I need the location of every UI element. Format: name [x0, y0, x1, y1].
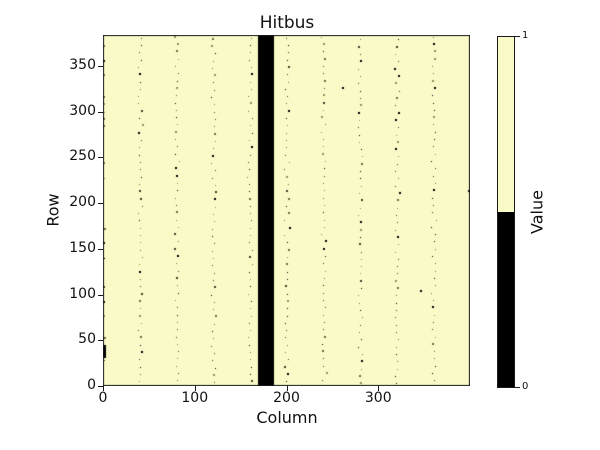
x-tick-mark	[378, 386, 380, 391]
x-tick-label: 100	[181, 390, 209, 406]
y-tick-mark	[98, 386, 103, 387]
colorbar-tick-mark-top	[515, 36, 520, 37]
colorbar-axis-label: Value	[527, 190, 547, 234]
y-tick-label: 250	[69, 148, 96, 165]
x-tick-mark	[103, 386, 104, 391]
y-tick-mark	[98, 66, 103, 68]
y-tick-mark	[98, 248, 103, 250]
chart-title: Hitbus	[259, 13, 315, 33]
colorbar-tick-label-top: 1	[522, 30, 529, 41]
y-tick-label: 350	[69, 57, 96, 74]
y-tick-label: 0	[87, 377, 96, 393]
y-tick-mark	[98, 157, 103, 159]
y-tick-mark	[98, 111, 103, 113]
y-tick-mark	[98, 203, 103, 205]
colorbar	[497, 36, 515, 388]
colorbar-low-segment	[498, 212, 514, 387]
y-tick-mark	[98, 294, 103, 296]
x-tick-label: 0	[98, 390, 108, 406]
y-tick-label: 50	[78, 331, 96, 348]
x-tick-mark	[286, 386, 288, 391]
colorbar-tick-mark-bottom	[515, 387, 520, 388]
colorbar-tick-label-bottom: 0	[522, 381, 529, 392]
y-tick-label: 100	[69, 285, 96, 302]
y-tick-label: 300	[69, 102, 96, 119]
y-tick-mark	[98, 340, 103, 342]
colorbar-high-segment	[498, 37, 514, 212]
heatmap-canvas	[103, 35, 470, 386]
x-tick-label: 300	[364, 390, 392, 406]
x-axis-label: Column	[256, 408, 318, 427]
y-tick-label: 200	[69, 194, 96, 211]
x-tick-label: 200	[273, 390, 300, 406]
x-tick-mark	[194, 386, 196, 391]
y-tick-label: 150	[69, 239, 96, 256]
